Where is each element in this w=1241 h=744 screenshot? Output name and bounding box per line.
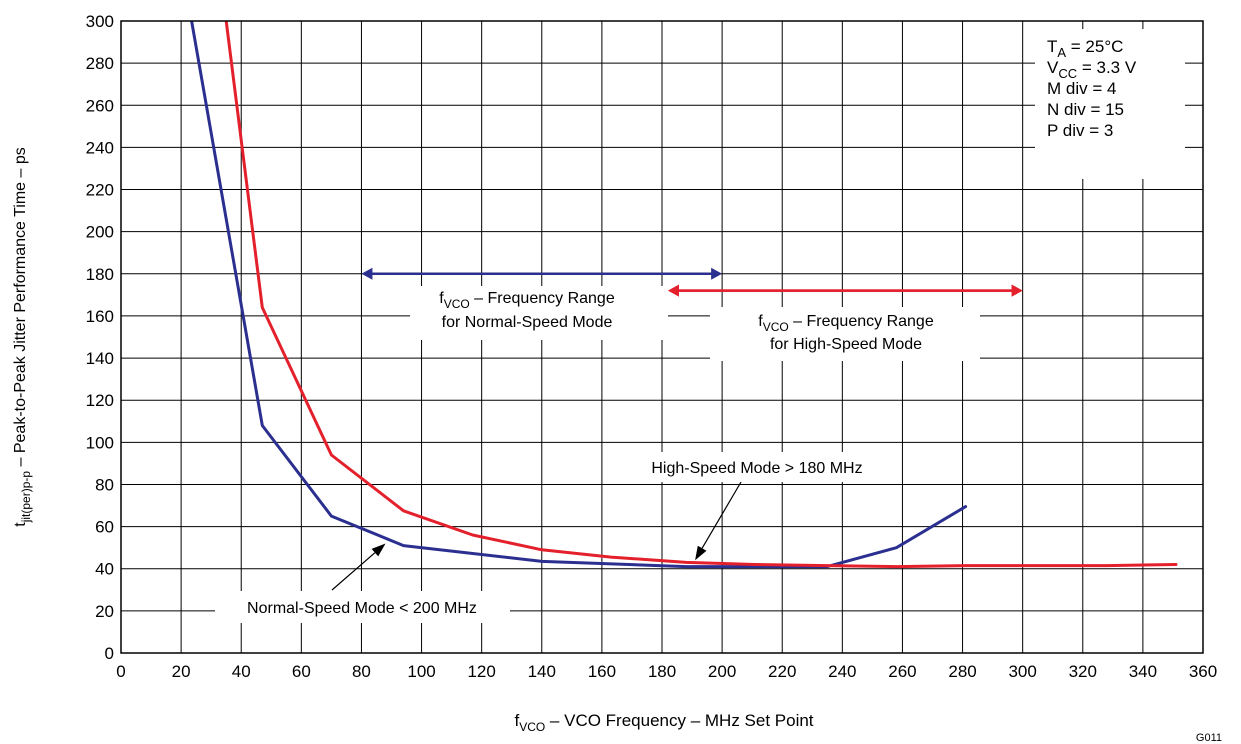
y-tick-label: 0 — [105, 644, 114, 663]
y-tick-label: 160 — [86, 307, 114, 326]
y-tick-label: 200 — [86, 223, 114, 242]
normal-range-arrow-head-left — [361, 267, 373, 280]
condition-line: TA = 25°C — [1047, 37, 1123, 60]
series-lines — [190, 21, 1178, 569]
high-speed-label-arrow-line — [701, 481, 742, 549]
y-tick-label: 40 — [95, 560, 114, 579]
normal-range-label-box — [410, 286, 668, 340]
conditions-box — [1035, 29, 1185, 179]
high-range-label-line2: for High-Speed Mode — [770, 336, 922, 353]
y-tick-label: 120 — [86, 391, 114, 410]
x-tick-label: 260 — [888, 662, 916, 681]
y-tick-label: 140 — [86, 349, 114, 368]
x-tick-label: 360 — [1189, 662, 1217, 681]
x-tick-label: 60 — [292, 662, 311, 681]
y-tick-label: 220 — [86, 181, 114, 200]
y-tick-label: 240 — [86, 138, 114, 157]
tick-labels: 0 20 40 60 80 100 120 140 160 180 200 220 240 260 280 3… — [86, 12, 1218, 681]
y-tick-label: 280 — [86, 54, 114, 73]
y-tick-label: 80 — [95, 475, 114, 494]
x-tick-label: 0 — [116, 662, 125, 681]
x-tick-label: 140 — [528, 662, 556, 681]
y-tick-label: 20 — [95, 602, 114, 621]
condition-line: N div = 15 — [1047, 100, 1124, 119]
x-tick-label: 120 — [467, 662, 495, 681]
normal-speed-label-arrow-line — [331, 552, 376, 591]
x-tick-label: 100 — [407, 662, 435, 681]
x-tick-label: 200 — [708, 662, 736, 681]
normal-speed-label: Normal-Speed Mode < 200 MHz — [247, 600, 477, 617]
y-tick-label: 60 — [95, 518, 114, 537]
series-line-high — [224, 21, 1178, 569]
high-range-label-line1: fVCO – Frequency Range — [758, 313, 934, 334]
normal-range-label-line1: fVCO – Frequency Range — [439, 290, 615, 311]
condition-line: P div = 3 — [1047, 121, 1113, 140]
high-range-label-box — [710, 307, 980, 361]
x-tick-label: 160 — [588, 662, 616, 681]
y-tick-label: 180 — [86, 265, 114, 284]
normal-speed-label-arrow-head — [371, 543, 386, 557]
high-range-arrow-head-left-top — [668, 284, 680, 297]
normal-range-arrow-head-right — [711, 267, 723, 280]
high-speed-label: High-Speed Mode > 180 MHz — [651, 460, 862, 477]
y-tick-label: 100 — [86, 433, 114, 452]
x-tick-label: 40 — [232, 662, 251, 681]
high-range-arrow-head-right-top — [1011, 284, 1023, 297]
x-tick-label: 280 — [948, 662, 976, 681]
x-tick-label: 20 — [172, 662, 191, 681]
x-tick-label: 80 — [352, 662, 371, 681]
x-tick-label: 220 — [768, 662, 796, 681]
series-line-normal — [190, 21, 968, 569]
normal-speed-label-box — [215, 591, 510, 623]
condition-line: M div = 4 — [1047, 79, 1116, 98]
x-tick-label: 240 — [828, 662, 856, 681]
x-tick-label: 300 — [1008, 662, 1036, 681]
high-speed-label-arrow-head — [695, 545, 707, 561]
y-tick-label: 260 — [86, 96, 114, 115]
x-axis-label: fVCO – VCO Frequency – MHz Set Point — [514, 711, 813, 734]
x-tick-label: 340 — [1129, 662, 1157, 681]
condition-line: VCC = 3.3 V — [1047, 58, 1137, 81]
y-tick-label: 300 — [86, 12, 114, 31]
plot-frame — [120, 20, 1204, 654]
x-tick-label: 180 — [648, 662, 676, 681]
y-axis-label: tjit(per)p-p – Peak-to-Peak Jitter Perfo… — [12, 147, 33, 527]
figure-id: G011 — [1196, 732, 1222, 744]
normal-range-label-line2: for Normal-Speed Mode — [442, 314, 613, 331]
high-speed-label-box — [622, 452, 892, 482]
x-tick-label: 320 — [1069, 662, 1097, 681]
